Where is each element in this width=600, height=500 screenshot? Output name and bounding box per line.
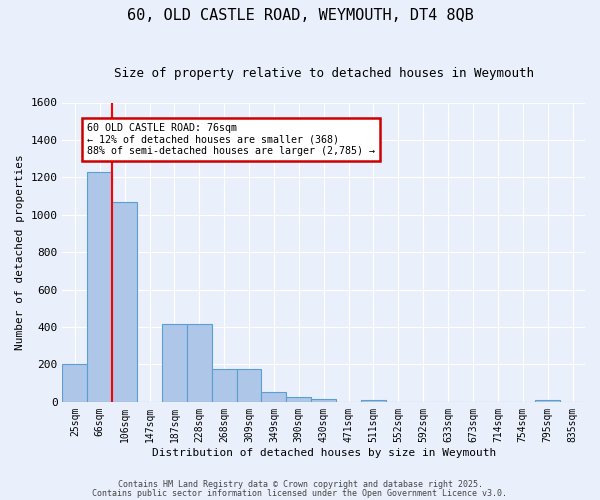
Bar (162, 324, 187, 402)
Bar (535, 400, 560, 402)
Text: 60, OLD CASTLE ROAD, WEYMOUTH, DT4 8QB: 60, OLD CASTLE ROAD, WEYMOUTH, DT4 8QB (127, 8, 473, 22)
Bar (262, 392, 286, 402)
Bar (286, 397, 311, 402)
Bar (112, 202, 137, 402)
Bar (62, 364, 88, 402)
Bar (361, 400, 386, 402)
Bar (187, 324, 212, 402)
Y-axis label: Number of detached properties: Number of detached properties (15, 154, 25, 350)
Text: Contains public sector information licensed under the Open Government Licence v3: Contains public sector information licen… (92, 488, 508, 498)
Text: Contains HM Land Registry data © Crown copyright and database right 2025.: Contains HM Land Registry data © Crown c… (118, 480, 482, 489)
Bar (236, 369, 262, 402)
Text: 60 OLD CASTLE ROAD: 76sqm
← 12% of detached houses are smaller (368)
88% of semi: 60 OLD CASTLE ROAD: 76sqm ← 12% of detac… (88, 123, 376, 156)
Bar (311, 399, 336, 402)
X-axis label: Distribution of detached houses by size in Weymouth: Distribution of detached houses by size … (152, 448, 496, 458)
Bar (88, 172, 112, 402)
Title: Size of property relative to detached houses in Weymouth: Size of property relative to detached ho… (114, 68, 534, 80)
Bar (212, 369, 236, 402)
